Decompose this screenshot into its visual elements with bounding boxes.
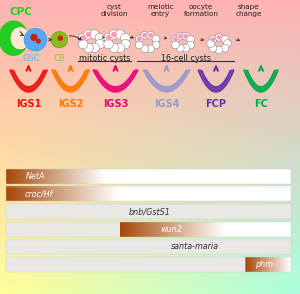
Circle shape	[84, 30, 93, 39]
Circle shape	[221, 36, 229, 43]
Circle shape	[207, 40, 214, 47]
Polygon shape	[52, 70, 89, 92]
Circle shape	[115, 43, 125, 53]
Text: mitotic cysts: mitotic cysts	[79, 54, 130, 63]
Text: FCP: FCP	[206, 99, 226, 109]
Circle shape	[51, 31, 68, 48]
Circle shape	[95, 39, 105, 49]
Circle shape	[152, 35, 160, 43]
Polygon shape	[93, 70, 138, 92]
Text: wun2: wun2	[160, 225, 182, 234]
Polygon shape	[198, 70, 234, 92]
Text: NetA: NetA	[26, 172, 46, 181]
Circle shape	[215, 34, 223, 41]
Circle shape	[24, 29, 47, 51]
Circle shape	[187, 41, 194, 49]
Text: phm: phm	[255, 260, 273, 269]
Circle shape	[209, 36, 217, 43]
Circle shape	[121, 39, 130, 49]
Text: oocyte
formation: oocyte formation	[184, 4, 218, 17]
Circle shape	[115, 30, 125, 39]
Circle shape	[172, 41, 179, 49]
Circle shape	[143, 34, 146, 37]
Circle shape	[224, 40, 231, 47]
Circle shape	[135, 35, 143, 43]
Circle shape	[182, 44, 190, 52]
Text: CB: CB	[53, 54, 65, 63]
Circle shape	[176, 44, 184, 52]
Circle shape	[182, 32, 190, 40]
Text: cyst
division: cyst division	[100, 4, 128, 17]
Circle shape	[184, 34, 188, 38]
Text: croc/Hf: croc/Hf	[25, 190, 53, 198]
Polygon shape	[143, 70, 190, 92]
Circle shape	[58, 36, 62, 40]
Text: FC: FC	[254, 99, 268, 109]
Circle shape	[112, 32, 116, 36]
Circle shape	[174, 38, 177, 41]
Circle shape	[81, 36, 85, 40]
Circle shape	[121, 33, 130, 43]
Circle shape	[178, 34, 182, 38]
Circle shape	[109, 43, 119, 53]
Text: IGS2: IGS2	[58, 99, 83, 109]
Circle shape	[147, 45, 154, 53]
Polygon shape	[10, 70, 47, 92]
Text: IGS1: IGS1	[16, 99, 41, 109]
Circle shape	[86, 32, 91, 36]
Circle shape	[78, 33, 88, 43]
Circle shape	[84, 43, 93, 53]
Text: IGS3: IGS3	[103, 99, 128, 109]
Circle shape	[31, 34, 37, 40]
Polygon shape	[11, 28, 29, 49]
Circle shape	[90, 30, 99, 39]
Circle shape	[147, 31, 154, 39]
Circle shape	[37, 39, 40, 43]
Text: CPC: CPC	[9, 7, 32, 17]
Circle shape	[187, 36, 194, 43]
Circle shape	[95, 33, 105, 43]
Circle shape	[209, 44, 217, 52]
Circle shape	[104, 39, 113, 49]
Polygon shape	[244, 70, 278, 92]
Circle shape	[104, 33, 113, 43]
Text: meiotic
entry: meiotic entry	[147, 4, 174, 17]
Circle shape	[141, 31, 148, 39]
Circle shape	[172, 36, 179, 43]
Polygon shape	[11, 28, 29, 49]
Circle shape	[141, 45, 148, 53]
Text: 16-cell cysts: 16-cell cysts	[161, 54, 211, 63]
Text: IGS4: IGS4	[154, 99, 179, 109]
Text: shape
change: shape change	[236, 4, 262, 17]
Circle shape	[106, 36, 111, 40]
Circle shape	[176, 32, 184, 40]
Circle shape	[78, 39, 88, 49]
Circle shape	[90, 43, 99, 53]
Text: GSC: GSC	[23, 54, 40, 63]
Circle shape	[149, 34, 152, 37]
Polygon shape	[0, 21, 28, 55]
Circle shape	[211, 38, 215, 41]
Circle shape	[135, 41, 143, 49]
Circle shape	[221, 44, 229, 52]
Circle shape	[152, 41, 160, 49]
Circle shape	[217, 36, 221, 39]
Circle shape	[137, 37, 141, 41]
Circle shape	[109, 30, 119, 39]
Circle shape	[215, 46, 223, 54]
Text: santa-maria: santa-maria	[171, 243, 219, 251]
Text: bnb/GstS1: bnb/GstS1	[129, 207, 171, 216]
